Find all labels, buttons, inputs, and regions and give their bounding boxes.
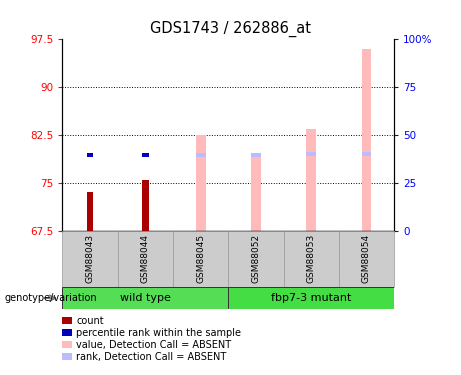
Text: GSM88045: GSM88045 — [196, 234, 205, 284]
Text: rank, Detection Call = ABSENT: rank, Detection Call = ABSENT — [76, 352, 226, 362]
Bar — [306, 129, 316, 231]
Text: GSM88052: GSM88052 — [251, 234, 260, 284]
Bar — [195, 153, 206, 158]
Text: GSM88044: GSM88044 — [141, 234, 150, 283]
Text: percentile rank within the sample: percentile rank within the sample — [76, 328, 241, 338]
Bar — [361, 152, 372, 156]
Bar — [118, 231, 173, 287]
Text: wild type: wild type — [120, 293, 171, 303]
Bar — [284, 231, 339, 287]
Bar — [87, 192, 93, 231]
Bar — [361, 49, 372, 231]
Bar — [142, 180, 148, 231]
Bar — [251, 153, 261, 231]
Text: genotype/variation: genotype/variation — [5, 293, 97, 303]
Bar — [228, 231, 284, 287]
Bar — [62, 231, 118, 287]
Bar — [306, 152, 316, 156]
Text: GDS1743 / 262886_at: GDS1743 / 262886_at — [150, 21, 311, 37]
Text: value, Detection Call = ABSENT: value, Detection Call = ABSENT — [76, 340, 231, 350]
Text: count: count — [76, 316, 104, 326]
Text: GSM88043: GSM88043 — [85, 234, 95, 284]
Text: GSM88053: GSM88053 — [307, 234, 316, 284]
Bar — [142, 153, 148, 158]
Bar — [228, 287, 394, 309]
Bar — [251, 153, 261, 158]
Bar — [339, 231, 394, 287]
Bar — [195, 135, 206, 231]
Bar — [87, 153, 93, 158]
Text: fbp7-3 mutant: fbp7-3 mutant — [271, 293, 351, 303]
Text: GSM88054: GSM88054 — [362, 234, 371, 284]
Bar — [62, 287, 228, 309]
Bar — [173, 231, 228, 287]
